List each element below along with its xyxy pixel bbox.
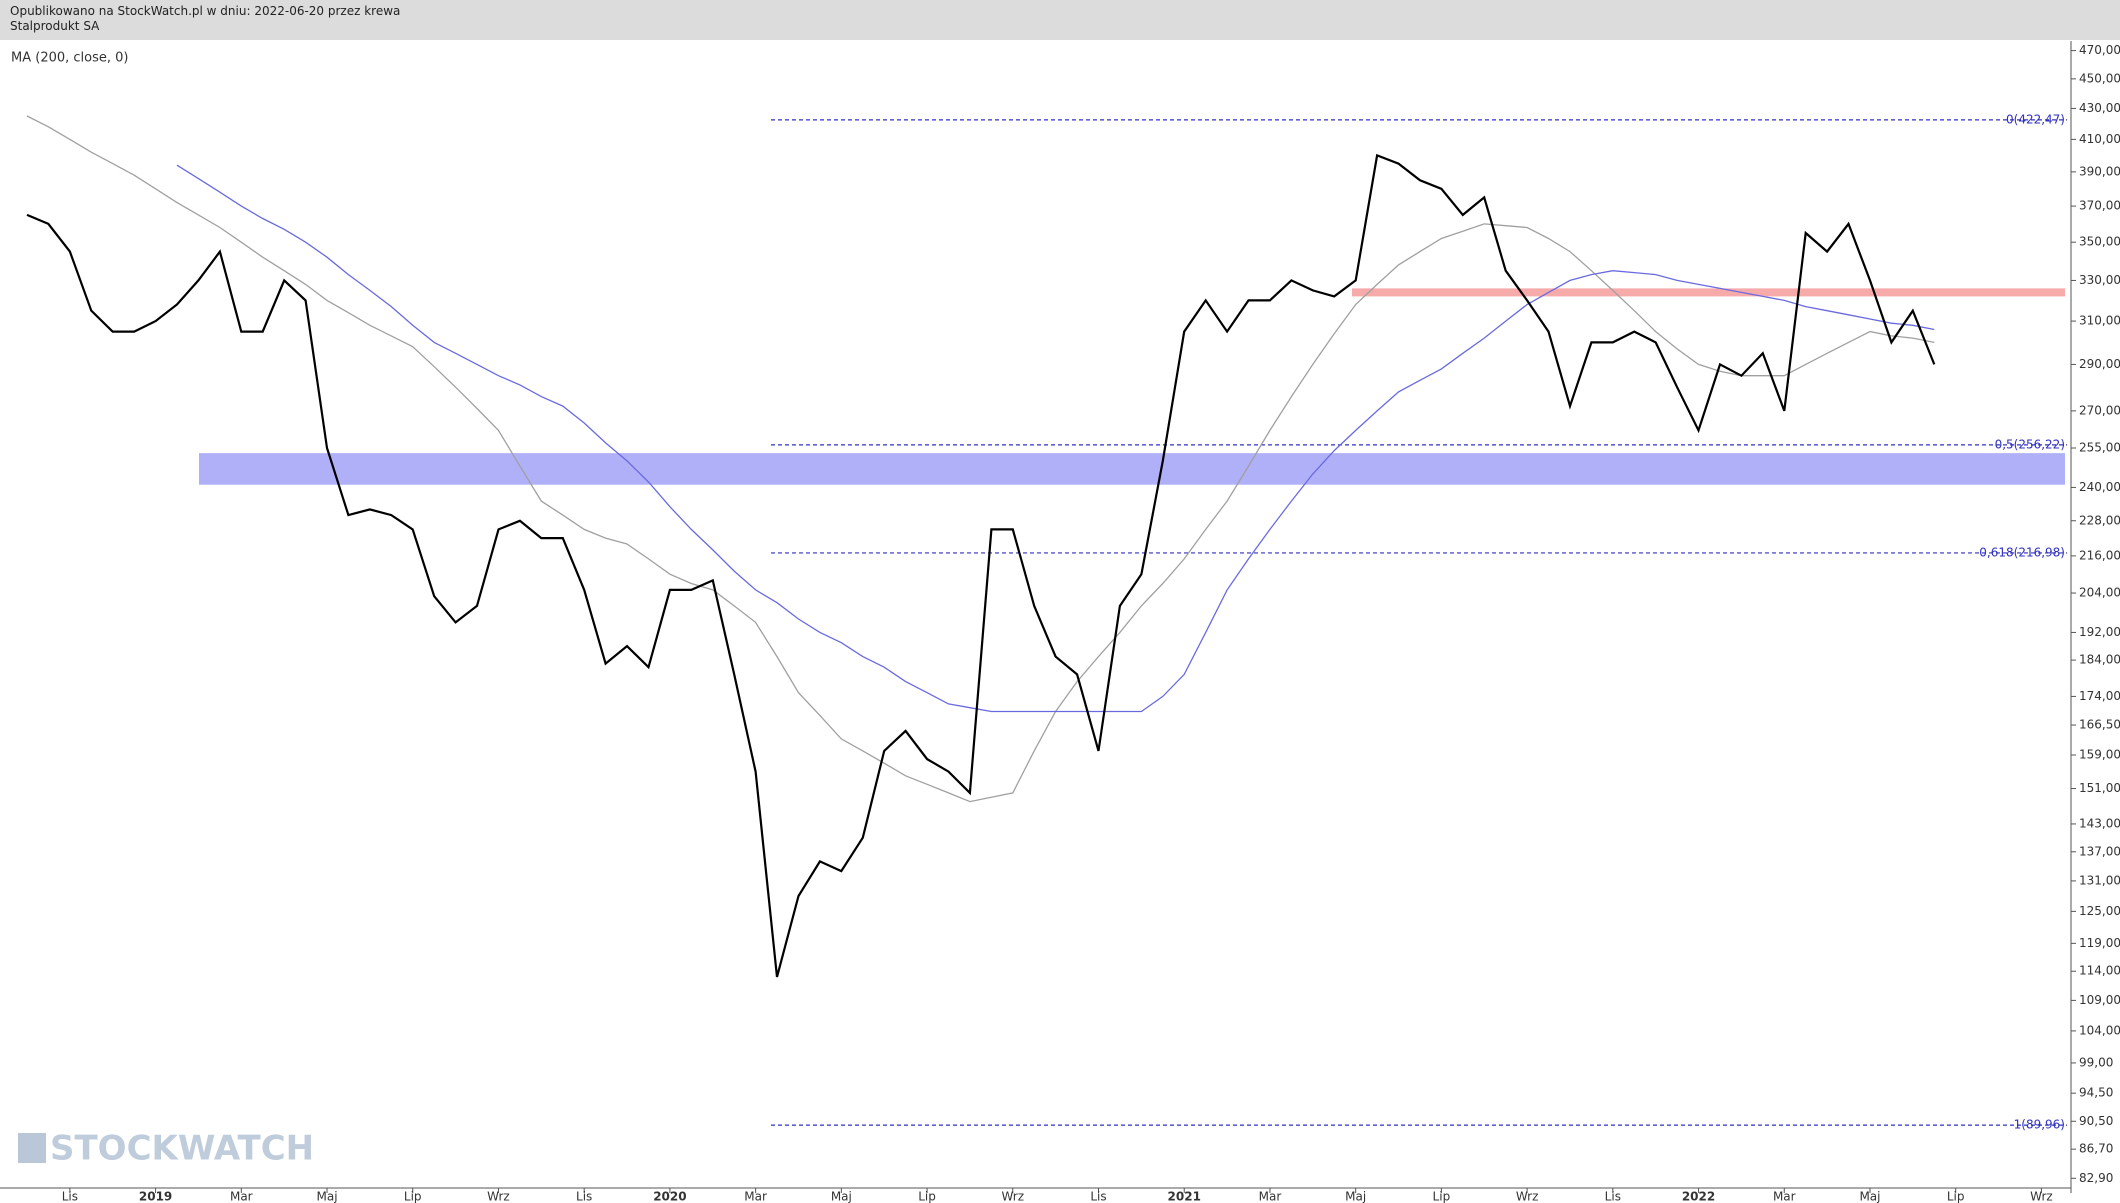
y-tick-label: 174,00 [2079,689,2120,703]
x-tick-label: Maj [316,1190,337,1203]
y-tick-label: 450,00 [2079,71,2120,85]
x-tick-label: Lip [918,1190,936,1203]
moving-average [26,115,1935,803]
x-tick-label: Lip [1433,1190,1451,1203]
y-tick-label: 290,00 [2079,357,2120,371]
moving-average [176,164,1935,713]
fib-label: 0,5(256,22) [1995,437,2065,451]
y-tick-label: 216,00 [2079,548,2120,562]
watermark: STOCKWATCH [50,1129,314,1169]
y-tick-label: 90,50 [2079,1114,2113,1128]
y-tick-label: 255,00 [2079,441,2120,455]
price-zone [1352,288,2065,297]
x-tick-label: Mar [744,1190,767,1203]
y-tick-label: 370,00 [2079,199,2120,213]
x-tick-label: Maj [1859,1190,1880,1203]
y-tick-label: 119,00 [2079,936,2120,950]
x-tick-label: Wrz [1001,1190,1024,1203]
y-tick-label: 131,00 [2079,873,2120,887]
fib-label: 1(89,96) [2014,1118,2065,1132]
x-tick-label: Lis [576,1190,592,1203]
y-tick-label: 137,00 [2079,844,2120,858]
y-tick-label: 470,00 [2079,43,2120,57]
y-tick-label: 166,50 [2079,718,2120,732]
y-tick-label: 143,00 [2079,816,2120,830]
y-tick-label: 86,70 [2079,1142,2113,1156]
x-tick-label: 2021 [1168,1190,1201,1203]
x-tick-label: Lis [1605,1190,1621,1203]
y-tick-label: 204,00 [2079,586,2120,600]
x-tick-label: Mar [1773,1190,1796,1203]
y-tick-label: 310,00 [2079,314,2120,328]
x-tick-label: 2020 [653,1190,686,1203]
x-tick-label: Maj [1345,1190,1366,1203]
x-tick-label: Lip [1947,1190,1965,1203]
y-tick-label: 410,00 [2079,132,2120,146]
y-tick-label: 159,00 [2079,748,2120,762]
x-tick-label: Lis [62,1190,78,1203]
y-tick-label: 94,50 [2079,1086,2113,1100]
header: Opublikowano na StockWatch.pl w dniu: 20… [0,0,2120,40]
x-tick-label: Wrz [2030,1190,2053,1203]
y-tick-label: 192,00 [2079,625,2120,639]
instrument-name: Stalprodukt SA [10,19,100,33]
y-tick-label: 99,00 [2079,1055,2113,1069]
price-zone [199,453,2065,485]
fib-label: 0(422,47) [2006,112,2065,126]
y-tick-label: 350,00 [2079,235,2120,249]
y-tick-label: 104,00 [2079,1023,2120,1037]
y-tick-label: 125,00 [2079,904,2120,918]
y-tick-label: 184,00 [2079,653,2120,667]
price-line [26,153,1936,978]
watermark-icon [18,1133,46,1163]
y-tick-label: 114,00 [2079,964,2120,978]
x-tick-label: Lip [404,1190,422,1203]
y-tick-label: 270,00 [2079,403,2120,417]
y-tick-label: 151,00 [2079,781,2120,795]
x-tick-label: Lis [1090,1190,1106,1203]
x-tick-label: Maj [831,1190,852,1203]
y-tick-label: 228,00 [2079,513,2120,527]
y-tick-label: 390,00 [2079,164,2120,178]
x-tick-label: Wrz [487,1190,510,1203]
x-tick-label: 2019 [139,1190,172,1203]
x-tick-label: Mar [1259,1190,1282,1203]
fib-label: 0,618(216,98) [1979,545,2065,559]
x-tick-label: 2022 [1682,1190,1715,1203]
x-tick-label: Mar [230,1190,253,1203]
y-tick-label: 430,00 [2079,101,2120,115]
y-tick-label: 240,00 [2079,480,2120,494]
y-tick-label: 82,90 [2079,1171,2113,1185]
y-tick-label: 330,00 [2079,273,2120,287]
published-note: Opublikowano na StockWatch.pl w dniu: 20… [10,4,401,18]
y-tick-label: 109,00 [2079,993,2120,1007]
indicator-label: MA (200, close, 0) [11,51,128,66]
x-tick-label: Wrz [1516,1190,1539,1203]
